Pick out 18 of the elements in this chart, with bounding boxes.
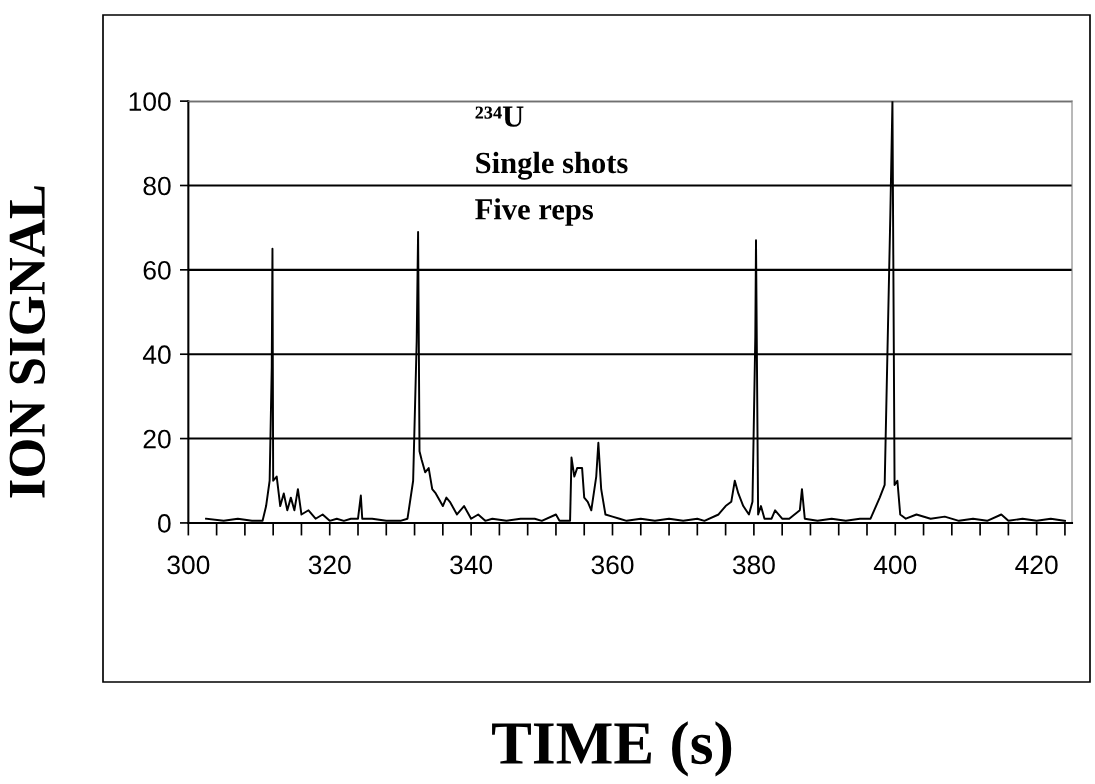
x-axis-title: TIME (s) [492, 721, 732, 777]
x-tick-label: 300 [167, 555, 210, 575]
y-tick-label: 20 [143, 429, 171, 449]
x-tick-label: 380 [732, 555, 775, 575]
y-tick-label: 40 [142, 345, 171, 365]
x-tick-label: 400 [873, 555, 917, 575]
y-axis-title: ION SIGNAL [9, 186, 46, 498]
annotation: ²³⁴U [475, 106, 524, 127]
x-tick-label: 420 [1015, 555, 1058, 575]
y-tick-label: 80 [143, 176, 171, 196]
y-tick-label: 100 [129, 92, 171, 111]
x-tick-label: 320 [308, 555, 351, 575]
y-tick-label: 0 [158, 514, 171, 533]
annotation: Five reps [475, 198, 594, 226]
x-tick-label: 340 [450, 555, 493, 575]
y-tick-label: 60 [143, 260, 171, 280]
annotation: Single shots [476, 151, 628, 180]
x-tick-label: 360 [591, 555, 634, 575]
